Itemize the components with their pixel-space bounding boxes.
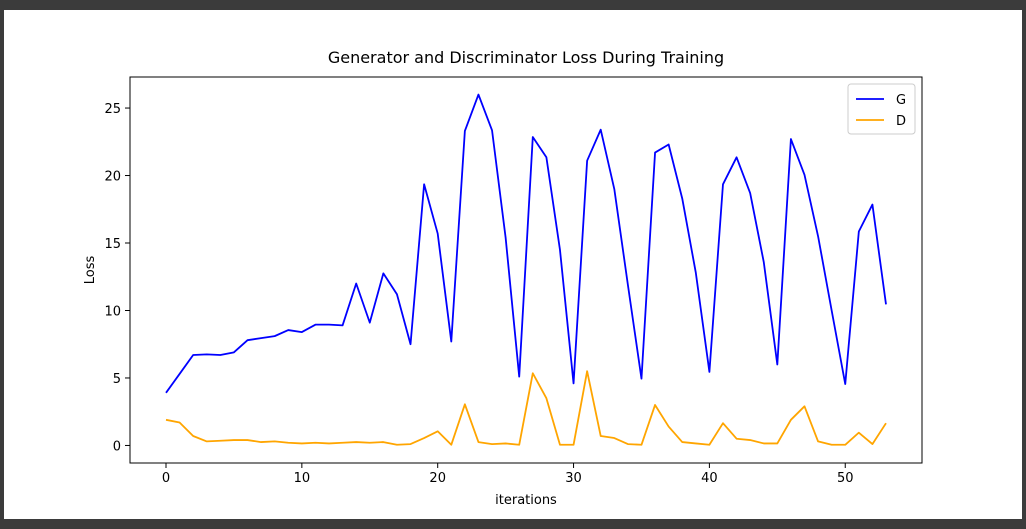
legend-label-g: G	[896, 93, 906, 108]
y-tick-label: 10	[104, 304, 121, 319]
chart-title: Generator and Discriminator Loss During …	[328, 48, 724, 67]
legend-label-d: D	[896, 114, 906, 129]
x-axis-label: iterations	[495, 493, 557, 508]
series-line-d	[165, 370, 887, 446]
y-tick-label: 15	[104, 237, 121, 252]
loss-chart: Generator and Discriminator Loss During …	[83, 48, 923, 508]
x-tick-label: 0	[162, 471, 170, 486]
figure: Generator and Discriminator Loss During …	[4, 10, 1022, 519]
x-tick-label: 10	[294, 471, 311, 486]
x-tick-label: 20	[429, 471, 446, 486]
legend: GD	[847, 83, 916, 135]
y-tick-label: 25	[104, 102, 121, 117]
plot-area-frame	[129, 76, 923, 464]
series-line-g	[165, 93, 887, 394]
x-tick-label: 50	[837, 471, 854, 486]
y-tick-label: 5	[113, 372, 121, 387]
y-axis-label: Loss	[83, 256, 98, 285]
x-tick-label: 40	[701, 471, 718, 486]
legend-box	[847, 83, 916, 135]
y-tick-label: 0	[113, 439, 121, 454]
x-tick-label: 30	[565, 471, 582, 486]
y-tick-label: 20	[104, 170, 121, 185]
